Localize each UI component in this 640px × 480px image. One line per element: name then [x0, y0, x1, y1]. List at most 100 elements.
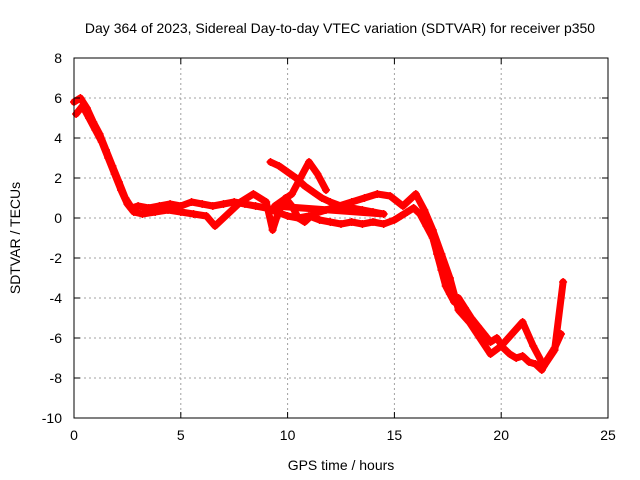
data-point — [208, 202, 217, 210]
grid-lines — [74, 58, 608, 418]
data-point — [386, 192, 395, 200]
data-point — [480, 330, 489, 338]
data-point — [187, 198, 196, 206]
data-point — [512, 354, 521, 362]
data-point — [305, 158, 313, 166]
data-point — [465, 318, 474, 326]
data-point — [507, 330, 516, 338]
data-point — [373, 190, 382, 198]
y-tick-label: -10 — [42, 410, 62, 426]
data-point — [445, 274, 454, 282]
y-tick-label: 0 — [54, 210, 62, 226]
data-point — [211, 222, 219, 230]
data-point — [409, 204, 418, 212]
series-3 — [266, 158, 388, 218]
data-point — [91, 126, 100, 134]
data-point — [454, 306, 463, 314]
data-point — [369, 208, 377, 216]
data-point — [283, 168, 292, 176]
data-point — [266, 158, 275, 166]
data-point — [166, 200, 175, 208]
data-point — [497, 342, 506, 350]
data-point — [505, 350, 514, 358]
data-point — [337, 202, 345, 210]
data-point — [396, 212, 405, 220]
chart-title: Day 364 of 2023, Sidereal Day-to-day VTE… — [85, 20, 595, 36]
x-axis-label: GPS time / hours — [288, 457, 395, 473]
x-tick-label: 0 — [70, 427, 78, 443]
y-tick-label: 6 — [54, 90, 62, 106]
series-trace — [72, 102, 567, 370]
data-point — [315, 216, 324, 224]
series-1 — [70, 94, 565, 374]
data-point — [492, 334, 501, 342]
data-point — [262, 198, 271, 206]
x-tick-label: 25 — [600, 427, 616, 443]
axis-ticks: 0 5 10 15 20 25 -10 -8 -6 -4 -2 0 2 4 6 8 — [42, 50, 616, 443]
data-point — [379, 220, 388, 228]
data-point — [296, 174, 305, 182]
data-point — [110, 170, 119, 178]
data-point — [550, 346, 559, 354]
data-point — [78, 102, 87, 110]
data-point — [134, 202, 143, 210]
data-point — [529, 342, 538, 350]
data-point — [300, 182, 309, 190]
data-point — [270, 202, 279, 210]
data-point — [420, 206, 429, 214]
data-point — [97, 138, 106, 146]
data-point — [138, 210, 147, 218]
x-tick-label: 10 — [280, 427, 296, 443]
series-trace — [267, 158, 388, 218]
data-point — [326, 218, 335, 226]
data-point — [369, 218, 377, 226]
data-point — [219, 200, 228, 208]
data-point — [486, 350, 495, 358]
data-point — [223, 210, 232, 218]
y-tick-label: -4 — [50, 290, 63, 306]
data-point — [428, 226, 437, 234]
data-point — [85, 114, 93, 122]
data-point — [518, 352, 527, 360]
x-tick-label: 15 — [387, 427, 403, 443]
data-point — [379, 210, 388, 218]
data-point — [326, 198, 335, 206]
y-tick-label: 2 — [54, 170, 62, 186]
data-point — [279, 196, 288, 204]
data-point — [283, 212, 292, 220]
data-point — [236, 198, 245, 206]
data-point — [309, 188, 318, 196]
data-point — [129, 208, 138, 216]
series-trace — [70, 94, 565, 374]
data-point — [104, 154, 113, 162]
data-point — [313, 170, 322, 178]
plot-frame — [73, 57, 609, 419]
y-tick-label: -6 — [50, 330, 63, 346]
y-tick-label: -2 — [50, 250, 63, 266]
x-tick-label: 20 — [493, 427, 509, 443]
data-point — [531, 360, 540, 368]
data-point — [176, 208, 185, 216]
y-tick-label: 4 — [54, 130, 62, 146]
data-point — [539, 362, 548, 370]
y-tick-label: 8 — [54, 50, 62, 66]
data-point — [486, 338, 495, 346]
y-tick-label: -8 — [50, 370, 63, 386]
data-point — [525, 358, 533, 366]
data-point — [441, 282, 450, 290]
data-point — [403, 208, 412, 216]
data-point — [198, 200, 207, 208]
data-point — [358, 206, 367, 214]
data-point — [347, 204, 356, 212]
x-tick-label: 5 — [177, 427, 185, 443]
data-point — [337, 220, 345, 228]
data-point — [123, 200, 132, 208]
data-point — [300, 218, 309, 226]
data-point — [437, 250, 446, 258]
y-axis-label: SDTVAR / TECUs — [7, 182, 23, 294]
data-point — [358, 220, 367, 228]
data-point — [518, 318, 527, 326]
data-point — [275, 162, 284, 170]
data-point — [390, 216, 399, 224]
data-point — [151, 208, 160, 216]
